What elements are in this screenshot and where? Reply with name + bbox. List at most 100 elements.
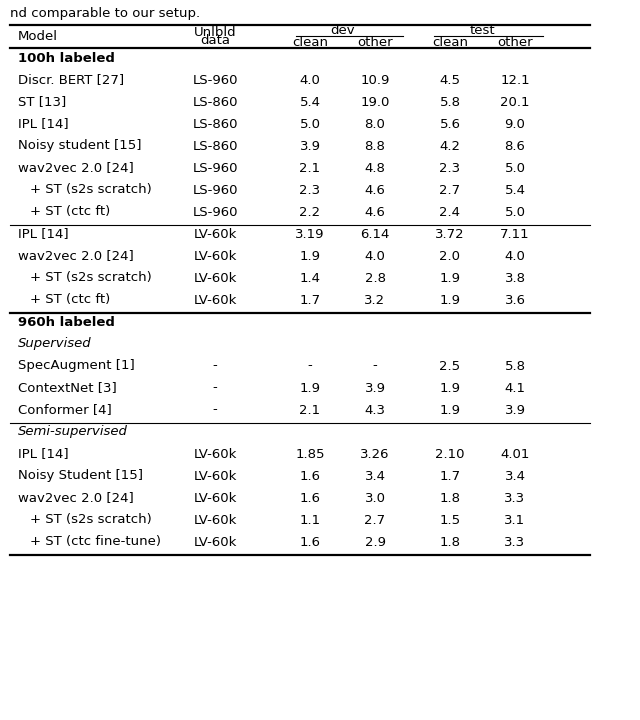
Text: 1.8: 1.8 — [440, 492, 461, 505]
Text: Noisy student [15]: Noisy student [15] — [18, 140, 141, 153]
Text: 1.8: 1.8 — [440, 536, 461, 549]
Text: LS-860: LS-860 — [192, 96, 237, 109]
Text: 1.9: 1.9 — [440, 382, 461, 395]
Text: 4.0: 4.0 — [504, 250, 525, 263]
Text: 3.9: 3.9 — [365, 382, 385, 395]
Text: 2.9: 2.9 — [365, 536, 385, 549]
Text: 10.9: 10.9 — [360, 73, 390, 86]
Text: -: - — [372, 359, 378, 372]
Text: 20.1: 20.1 — [500, 96, 530, 109]
Text: 3.1: 3.1 — [504, 513, 525, 526]
Text: 3.9: 3.9 — [504, 403, 525, 416]
Text: 4.3: 4.3 — [365, 403, 385, 416]
Text: -: - — [212, 359, 218, 372]
Text: LV-60k: LV-60k — [193, 250, 237, 263]
Text: LV-60k: LV-60k — [193, 294, 237, 307]
Text: 2.1: 2.1 — [300, 403, 321, 416]
Text: 8.6: 8.6 — [504, 140, 525, 153]
Text: 2.5: 2.5 — [440, 359, 461, 372]
Text: 100h labeled: 100h labeled — [18, 52, 115, 65]
Text: 1.4: 1.4 — [300, 271, 321, 284]
Text: wav2vec 2.0 [24]: wav2vec 2.0 [24] — [18, 250, 134, 263]
Text: + ST (s2s scratch): + ST (s2s scratch) — [30, 184, 152, 197]
Text: 3.3: 3.3 — [504, 492, 525, 505]
Text: Discr. BERT [27]: Discr. BERT [27] — [18, 73, 124, 86]
Text: Conformer [4]: Conformer [4] — [18, 403, 112, 416]
Text: 5.8: 5.8 — [440, 96, 461, 109]
Text: 3.72: 3.72 — [435, 228, 465, 240]
Text: 6.14: 6.14 — [360, 228, 390, 240]
Text: 2.3: 2.3 — [300, 184, 321, 197]
Text: 5.4: 5.4 — [504, 184, 525, 197]
Text: IPL [14]: IPL [14] — [18, 448, 68, 461]
Text: 2.7: 2.7 — [364, 513, 385, 526]
Text: 1.6: 1.6 — [300, 492, 321, 505]
Text: LV-60k: LV-60k — [193, 469, 237, 482]
Text: + ST (ctc ft): + ST (ctc ft) — [30, 294, 110, 307]
Text: 12.1: 12.1 — [500, 73, 530, 86]
Text: 5.0: 5.0 — [300, 117, 321, 130]
Text: data: data — [200, 35, 230, 48]
Text: 4.1: 4.1 — [504, 382, 525, 395]
Text: -: - — [308, 359, 312, 372]
Text: + ST (ctc ft): + ST (ctc ft) — [30, 205, 110, 218]
Text: 4.6: 4.6 — [365, 205, 385, 218]
Text: test: test — [470, 24, 495, 37]
Text: LV-60k: LV-60k — [193, 228, 237, 240]
Text: other: other — [357, 35, 393, 48]
Text: ContextNet [3]: ContextNet [3] — [18, 382, 116, 395]
Text: -: - — [212, 403, 218, 416]
Text: 19.0: 19.0 — [360, 96, 390, 109]
Text: LS-960: LS-960 — [192, 161, 237, 174]
Text: -: - — [212, 382, 218, 395]
Text: dev: dev — [330, 24, 355, 37]
Text: SpecAugment [1]: SpecAugment [1] — [18, 359, 135, 372]
Text: + ST (s2s scratch): + ST (s2s scratch) — [30, 513, 152, 526]
Text: 4.01: 4.01 — [500, 448, 530, 461]
Text: 960h labeled: 960h labeled — [18, 315, 115, 328]
Text: 5.0: 5.0 — [504, 161, 525, 174]
Text: 2.3: 2.3 — [440, 161, 461, 174]
Text: Model: Model — [18, 30, 58, 42]
Text: 1.1: 1.1 — [300, 513, 321, 526]
Text: 2.7: 2.7 — [440, 184, 461, 197]
Text: LV-60k: LV-60k — [193, 536, 237, 549]
Text: Supervised: Supervised — [18, 338, 92, 351]
Text: 3.4: 3.4 — [504, 469, 525, 482]
Text: 1.9: 1.9 — [300, 382, 321, 395]
Text: 7.11: 7.11 — [500, 228, 530, 240]
Text: 3.9: 3.9 — [300, 140, 321, 153]
Text: LS-960: LS-960 — [192, 205, 237, 218]
Text: IPL [14]: IPL [14] — [18, 117, 68, 130]
Text: 3.4: 3.4 — [365, 469, 385, 482]
Text: 1.9: 1.9 — [440, 294, 461, 307]
Text: 3.2: 3.2 — [364, 294, 385, 307]
Text: 4.5: 4.5 — [440, 73, 461, 86]
Text: LV-60k: LV-60k — [193, 513, 237, 526]
Text: 3.8: 3.8 — [504, 271, 525, 284]
Text: 5.8: 5.8 — [504, 359, 525, 372]
Text: LV-60k: LV-60k — [193, 448, 237, 461]
Text: + ST (ctc fine-tune): + ST (ctc fine-tune) — [30, 536, 161, 549]
Text: LS-860: LS-860 — [192, 140, 237, 153]
Text: IPL [14]: IPL [14] — [18, 228, 68, 240]
Text: 1.9: 1.9 — [300, 250, 321, 263]
Text: nd comparable to our setup.: nd comparable to our setup. — [10, 7, 200, 20]
Text: 9.0: 9.0 — [504, 117, 525, 130]
Text: + ST (s2s scratch): + ST (s2s scratch) — [30, 271, 152, 284]
Text: 5.6: 5.6 — [440, 117, 461, 130]
Text: 4.8: 4.8 — [365, 161, 385, 174]
Text: 3.19: 3.19 — [295, 228, 324, 240]
Text: 1.9: 1.9 — [440, 403, 461, 416]
Text: 4.0: 4.0 — [300, 73, 321, 86]
Text: Semi-supervised: Semi-supervised — [18, 426, 128, 438]
Text: 8.0: 8.0 — [365, 117, 385, 130]
Text: 1.85: 1.85 — [295, 448, 324, 461]
Text: 3.3: 3.3 — [504, 536, 525, 549]
Text: other: other — [497, 35, 533, 48]
Text: 3.6: 3.6 — [504, 294, 525, 307]
Text: LS-960: LS-960 — [192, 73, 237, 86]
Text: 8.8: 8.8 — [365, 140, 385, 153]
Text: 1.9: 1.9 — [440, 271, 461, 284]
Text: 1.6: 1.6 — [300, 536, 321, 549]
